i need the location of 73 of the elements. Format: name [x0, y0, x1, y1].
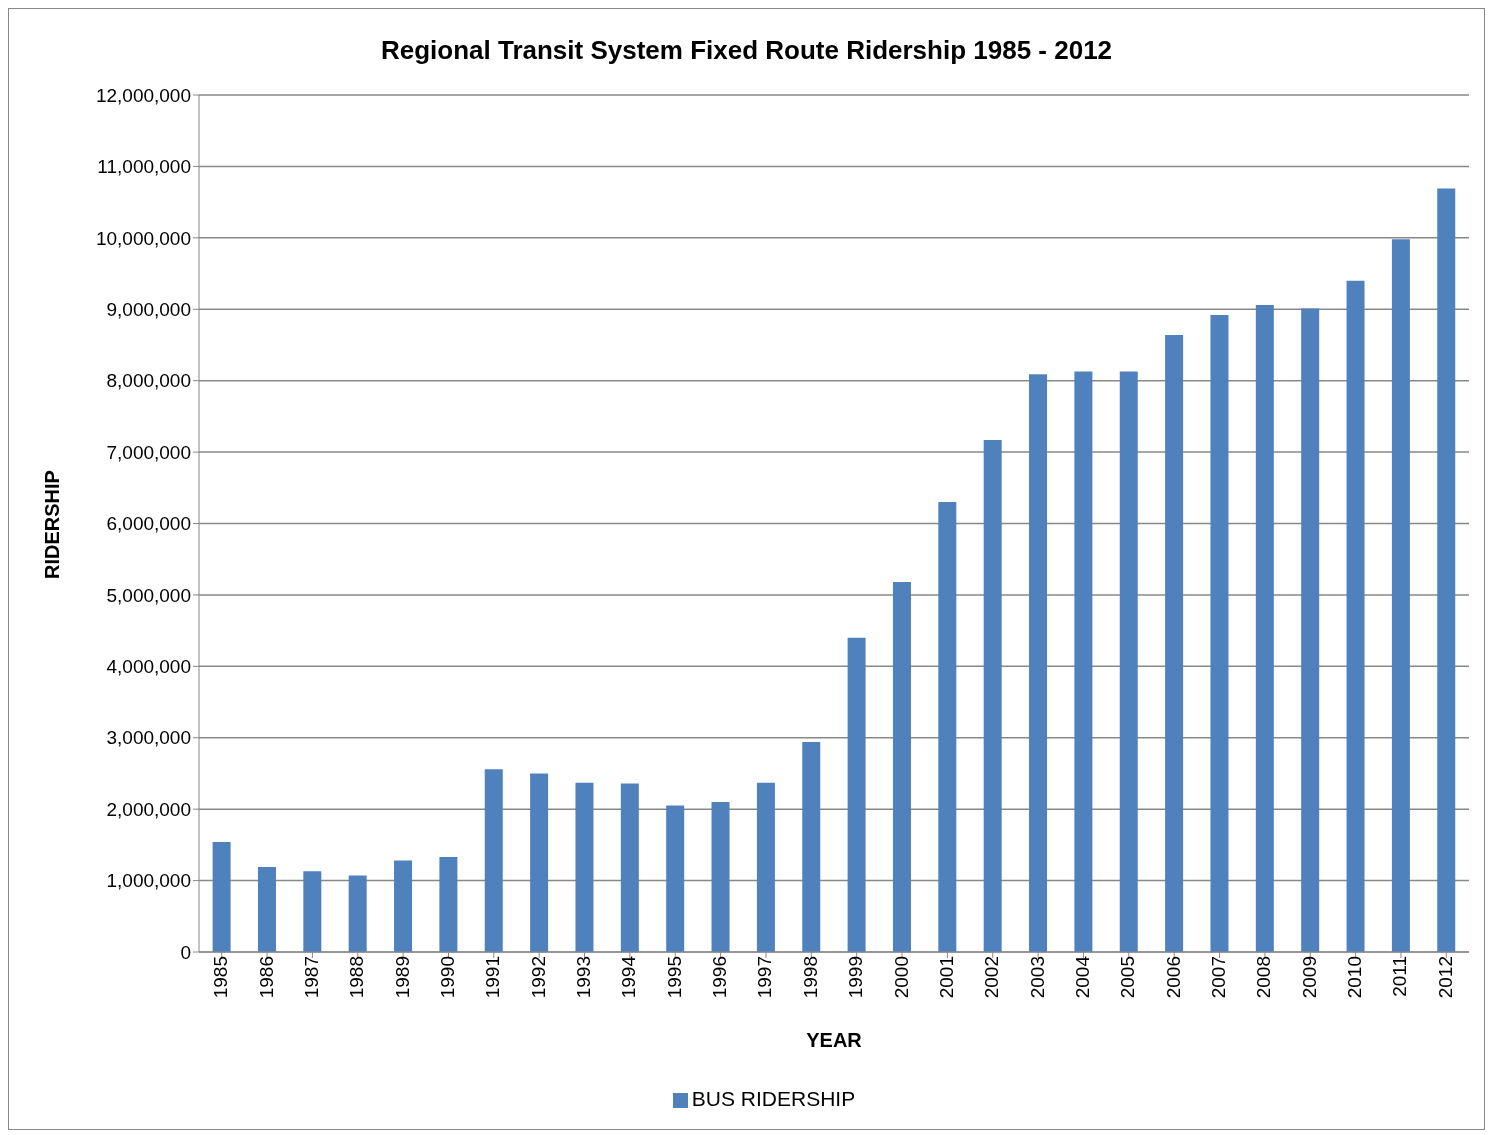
- x-tick-label: 1996: [709, 956, 731, 999]
- y-tick-label: 5,000,000: [106, 584, 191, 606]
- bar: [1255, 304, 1274, 952]
- bar: [1165, 334, 1184, 952]
- y-tick-label: 1,000,000: [106, 870, 191, 892]
- x-tick-label: 1994: [618, 955, 640, 999]
- bar: [847, 637, 866, 952]
- bar: [756, 782, 775, 952]
- x-tick-label: 1989: [391, 956, 413, 999]
- x-tick-label: 2012: [1434, 956, 1456, 999]
- x-axis-title: YEAR: [806, 1029, 863, 1051]
- x-tick-label: 2009: [1298, 956, 1320, 999]
- y-tick-label: 7,000,000: [106, 441, 191, 463]
- x-tick-label: 2003: [1026, 956, 1048, 999]
- x-tick-label: 2002: [981, 956, 1003, 999]
- y-tick-label: 0: [180, 941, 191, 963]
- x-tick-label: 1991: [482, 956, 504, 999]
- y-tick-label: 9,000,000: [106, 298, 191, 320]
- x-tick-label: 1997: [754, 956, 776, 999]
- bar: [1346, 280, 1365, 952]
- bar: [983, 439, 1002, 952]
- x-tick-label: 2001: [935, 956, 957, 999]
- y-tick-label: 8,000,000: [106, 370, 191, 392]
- bar: [303, 871, 322, 952]
- x-tick-label: 2010: [1344, 956, 1366, 999]
- y-tick-label: 4,000,000: [106, 656, 191, 678]
- bar: [1437, 188, 1456, 952]
- bar: [394, 860, 413, 952]
- bar: [575, 782, 594, 952]
- bar: [1119, 371, 1138, 952]
- y-tick-label: 6,000,000: [106, 513, 191, 535]
- y-axis-title: RIDERSHIP: [40, 469, 64, 579]
- bar: [530, 773, 549, 952]
- x-tick-label: 1992: [527, 956, 549, 999]
- legend-label: BUS RIDERSHIP: [691, 1087, 856, 1110]
- y-tick-label: 11,000,000: [97, 156, 191, 178]
- bar: [439, 857, 458, 952]
- x-tick-label: 2008: [1253, 956, 1275, 999]
- bar: [620, 783, 639, 952]
- x-tick-label: 2004: [1071, 955, 1093, 999]
- y-tick-label: 12,000,000: [95, 84, 191, 106]
- bar: [1391, 239, 1410, 952]
- bar: [711, 802, 730, 952]
- y-tick-label: 10,000,000: [95, 227, 191, 249]
- bar: [1210, 314, 1229, 952]
- y-tick-label: 3,000,000: [106, 727, 191, 749]
- x-tick-label: 1999: [845, 956, 867, 999]
- x-tick-label: 2000: [890, 956, 912, 999]
- x-tick-label: 1988: [346, 956, 368, 999]
- x-tick-label: 1998: [799, 956, 821, 999]
- x-tick-label: 1986: [255, 956, 277, 999]
- bar: [666, 805, 685, 952]
- bar: [802, 742, 821, 952]
- bar: [484, 769, 503, 952]
- bar: [892, 582, 911, 952]
- x-tick-label: 1990: [436, 956, 458, 999]
- bar: [1301, 308, 1320, 952]
- x-tick-label: 1985: [210, 956, 232, 999]
- x-tick-label: 1995: [663, 956, 685, 999]
- bar: [212, 842, 231, 952]
- x-tick-label: 2007: [1208, 956, 1230, 999]
- x-tick-label: 2011: [1389, 956, 1411, 997]
- x-tick-label: 2005: [1117, 956, 1139, 999]
- chart-title: Regional Transit System Fixed Route Ridership 1985 - 2012: [379, 34, 1114, 67]
- bar: [1074, 371, 1093, 952]
- x-tick-label: 1993: [573, 956, 595, 999]
- x-tick-label: 2006: [1162, 956, 1184, 999]
- bar: [1029, 374, 1048, 952]
- y-tick-label: 2,000,000: [106, 798, 191, 820]
- bar: [257, 867, 276, 952]
- x-tick-label: 1987: [300, 956, 322, 999]
- bar: [938, 502, 957, 952]
- bar: [348, 875, 367, 952]
